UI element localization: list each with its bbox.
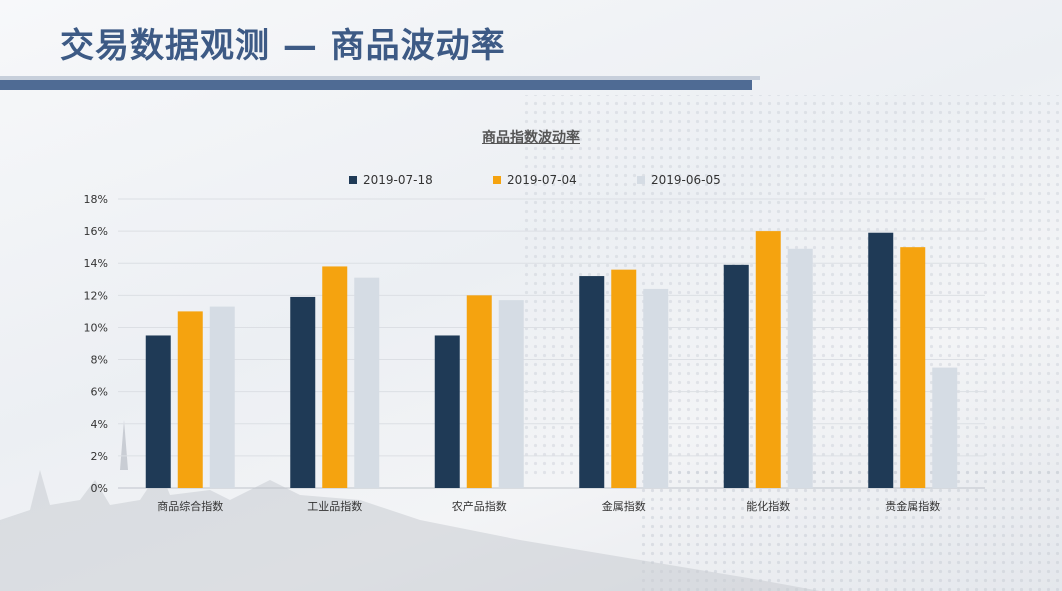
title-underline-bar [0, 80, 752, 90]
chart-legend: 2019-07-18 2019-07-04 2019-06-05 [0, 173, 1062, 191]
bar [723, 264, 749, 488]
y-tick-label: 0% [91, 482, 108, 495]
bar [434, 335, 460, 488]
legend-label-series-1: 2019-07-18 [363, 173, 433, 187]
bar [498, 300, 524, 488]
bar [579, 276, 605, 488]
legend-swatch-series-2 [493, 176, 501, 184]
y-tick-label: 18% [84, 193, 108, 206]
bar [466, 295, 492, 488]
bar [145, 335, 171, 488]
x-tick-label: 农产品指数 [452, 499, 507, 513]
bar [290, 296, 316, 488]
y-tick-label: 2% [91, 450, 108, 463]
legend-swatch-series-1 [349, 176, 357, 184]
bar [755, 231, 781, 488]
legend-swatch-series-3 [637, 176, 645, 184]
legend-label-series-3: 2019-06-05 [651, 173, 721, 187]
y-tick-label: 8% [91, 354, 108, 367]
y-tick-label: 10% [84, 321, 108, 334]
chart-title: 商品指数波动率 [482, 130, 580, 146]
bar [611, 269, 637, 488]
legend-item-series-2: 2019-07-04 [493, 173, 577, 187]
title-underline-light [0, 76, 760, 80]
slide-title: 交易数据观测 — 商品波动率 [60, 26, 506, 66]
y-tick-label: 6% [91, 386, 108, 399]
y-tick-label: 16% [84, 225, 108, 238]
legend-item-series-3: 2019-06-05 [637, 173, 721, 187]
bar [177, 311, 203, 488]
x-tick-label: 工业品指数 [307, 499, 362, 513]
y-tick-label: 12% [84, 289, 108, 302]
x-tick-label: 能化指数 [746, 499, 790, 513]
legend-item-series-1: 2019-07-18 [349, 173, 433, 187]
y-tick-label: 14% [84, 257, 108, 270]
x-tick-label: 商品综合指数 [157, 499, 223, 513]
bar [354, 277, 380, 488]
y-tick-label: 4% [91, 418, 108, 431]
legend-label-series-2: 2019-07-04 [507, 173, 577, 187]
bar [209, 306, 235, 488]
bar [868, 232, 894, 488]
x-tick-label: 金属指数 [602, 499, 646, 513]
bar [643, 288, 669, 488]
bar [787, 248, 813, 488]
bar [322, 266, 348, 488]
bar [932, 367, 958, 488]
bar [900, 247, 926, 488]
x-tick-label: 贵金属指数 [885, 499, 940, 513]
